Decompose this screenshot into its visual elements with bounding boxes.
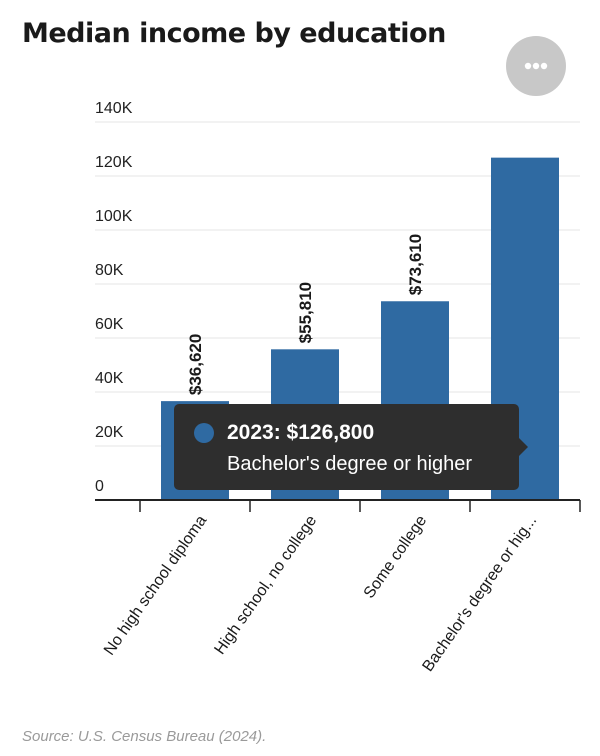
y-tick-label: 140K <box>95 100 133 117</box>
tooltip-swatch <box>194 423 214 443</box>
more-horizontal-icon <box>524 62 548 70</box>
y-tick-label: 20K <box>95 424 124 441</box>
tooltip-arrow <box>519 438 528 456</box>
tooltip: 2023: $126,800 Bachelor's degree or high… <box>174 404 528 490</box>
y-tick-label: 100K <box>95 208 133 225</box>
more-options-button[interactable] <box>506 36 566 96</box>
chart-title: Median income by education <box>22 18 446 49</box>
tooltip-value: 2023: $126,800 <box>227 421 375 444</box>
x-tick-label: Bachelor's degree or hig... <box>420 513 541 675</box>
y-tick-label: 0 <box>95 478 104 495</box>
x-tick-label: Some college <box>361 512 431 601</box>
tooltip-category: Bachelor's degree or higher <box>227 453 473 475</box>
source-note: Source: U.S. Census Bureau (2024). <box>22 728 267 745</box>
data-label: $73,610 <box>406 234 425 295</box>
x-tick-label: No high school diploma <box>101 512 210 658</box>
data-label: $55,810 <box>296 282 315 343</box>
y-tick-label: 120K <box>95 154 133 171</box>
y-tick-label: 40K <box>95 370 124 387</box>
data-label: $36,620 <box>186 334 205 395</box>
x-tick-label: High school, no college <box>211 512 320 657</box>
y-tick-label: 80K <box>95 262 124 279</box>
y-tick-label: 60K <box>95 316 124 333</box>
